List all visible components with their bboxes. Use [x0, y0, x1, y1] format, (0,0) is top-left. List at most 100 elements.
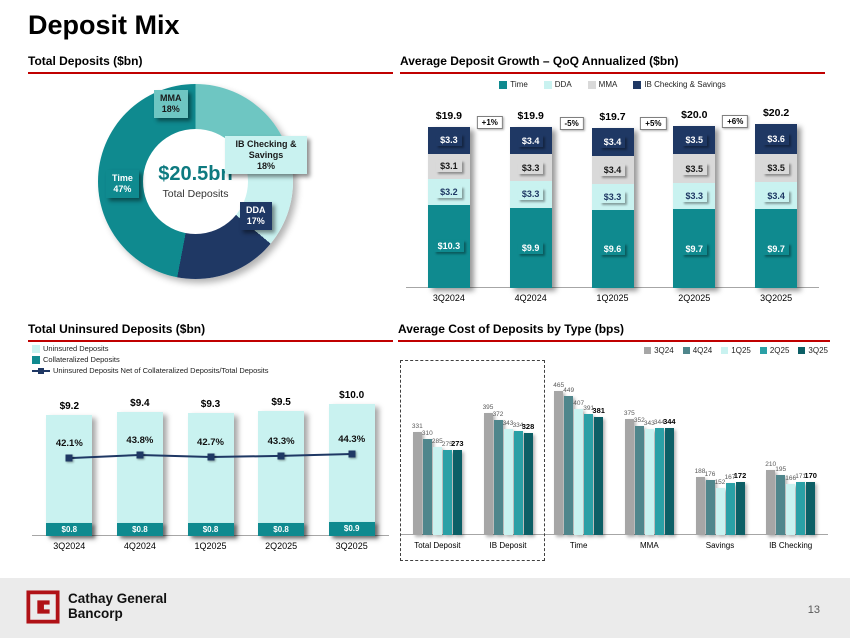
line-marker: [348, 450, 356, 458]
collateralized-bar: $0.8: [258, 523, 305, 536]
donut-segment-label: MMA 18%: [154, 90, 188, 118]
line-marker: [136, 451, 144, 459]
bar-value-label: $9.3: [200, 399, 221, 411]
line-value-label: 43.8%: [126, 434, 154, 446]
cost-value-label: 285: [431, 437, 443, 445]
donut-center-value: $20.5bn: [158, 163, 233, 185]
cost-value-label: 328: [521, 422, 535, 432]
donut-segment-label: DDA 17%: [240, 202, 272, 230]
legend-swatch: [798, 347, 806, 354]
x-axis-label: 2Q2025: [265, 541, 298, 551]
cost-bar: [412, 432, 422, 535]
highlight-box: [400, 360, 546, 561]
segment-value-label: $3.3: [599, 190, 626, 203]
uninsured-bar: [46, 414, 93, 536]
bar-value-label: $9.4: [130, 397, 150, 409]
bar-total-label: $20.0: [681, 109, 708, 121]
segment-value-label: $3.4: [599, 136, 626, 149]
segment-name: MMA: [160, 93, 182, 103]
segment-value-label: $3.4: [599, 163, 626, 176]
cost-bar: [584, 413, 594, 535]
segment-value-label: $3.6: [763, 132, 789, 145]
segment-value-label: $3.3: [517, 188, 544, 201]
legend-item: MMA: [587, 80, 617, 89]
cost-bar: [432, 446, 442, 535]
legend-label: Time: [510, 80, 528, 89]
legend-label: 4Q24: [692, 346, 713, 355]
bar-segment: $3.1: [427, 153, 470, 179]
bar-segment: $9.6: [591, 210, 634, 288]
cost-bar: [664, 428, 674, 535]
segment-value-label: $3.4: [517, 134, 544, 147]
x-axis-label: 3Q2025: [760, 293, 793, 303]
bar-total-label: $20.2: [762, 107, 790, 120]
line-marker: [65, 454, 73, 462]
legend-swatch: [644, 347, 652, 354]
legend-label: IB Checking & Savings: [644, 80, 726, 89]
cost-value-label: 170: [804, 471, 817, 481]
bar-value-label: $9.5: [271, 396, 291, 408]
segment-percent: 18%: [161, 103, 180, 114]
bar-segment: $3.4: [755, 181, 798, 210]
cost-bar: [523, 433, 533, 535]
legend-item: IB Checking & Savings: [633, 80, 726, 89]
bar-segment: $3.3: [427, 126, 470, 154]
segment-percent: 47%: [113, 183, 132, 194]
x-axis-label: 4Q2024: [123, 541, 156, 551]
cost-bar: [493, 419, 503, 535]
bar-segment: $3.5: [673, 126, 716, 155]
cost-bar: [806, 482, 816, 535]
x-axis-label: 1Q2025: [194, 541, 227, 551]
bar-segment: $3.3: [591, 183, 634, 211]
cost-value-label: 375: [623, 409, 635, 417]
segment-value-label: $9.7: [681, 242, 708, 255]
x-axis-label: 3Q2024: [53, 541, 86, 551]
cost-value-label: 343: [643, 419, 655, 427]
cost-bar: [634, 425, 644, 535]
cost-value-label: 407: [573, 399, 585, 407]
bar-total-label: $19.7: [599, 111, 626, 124]
x-axis-label: 2Q2025: [678, 293, 711, 303]
bar-value-label: $10.0: [339, 390, 365, 401]
x-axis-label: 3Q2025: [335, 541, 368, 551]
bar-segment: $3.2: [427, 178, 470, 205]
cost-value-label: 391: [583, 404, 595, 412]
stacked-bar: $9.7 $3.3 $3.5 $3.5: [673, 126, 716, 288]
uninsured-bar: [328, 404, 375, 536]
cost-bar: [452, 450, 462, 535]
segment-value-label: $3.5: [763, 161, 789, 174]
growth-badge: +1%: [476, 115, 503, 129]
x-axis-label: Total Deposit: [414, 541, 461, 550]
x-axis-label: 1Q2025: [596, 293, 629, 303]
cost-value-label: 449: [563, 386, 575, 394]
panel-uninsured-deposits: Total Uninsured Deposits ($bn) Uninsured…: [28, 322, 393, 564]
collateralized-bar: $0.8: [116, 523, 163, 536]
legend-item: 3Q25: [798, 346, 828, 355]
bar-segment: $3.4: [591, 128, 634, 156]
donut-center-label: Total Deposits: [162, 188, 229, 200]
cost-bar: [503, 428, 513, 535]
page-number: 13: [807, 604, 820, 616]
segment-value-label: $3.3: [681, 190, 708, 203]
cost-value-label: 381: [592, 405, 605, 415]
cost-bar: [644, 428, 654, 535]
segment-value-label: $3.4: [763, 189, 789, 202]
x-axis-line: [400, 534, 828, 535]
collateralized-bar: $0.8: [187, 523, 234, 536]
cost-bar: [564, 395, 574, 535]
bar-segment: $3.3: [673, 182, 716, 210]
cost-bar: [654, 428, 664, 535]
cost-bar: [796, 482, 806, 535]
segment-value-label: $3.5: [681, 162, 708, 175]
cost-bar: [554, 390, 564, 535]
segment-name: IB Checking & Savings: [235, 139, 297, 160]
stacked-bar-chart: $10.3 $3.2 $3.1 $3.3 $19.9 3Q2024 $9.9 $3.3 $3.3…: [406, 100, 819, 303]
company-name-line1: Cathay General: [68, 591, 168, 607]
legend-swatch: [543, 80, 552, 89]
cost-bar: [624, 418, 634, 535]
line-value-label: 43.3%: [267, 435, 295, 447]
page-title: Deposit Mix: [28, 10, 180, 40]
segment-percent: 18%: [256, 160, 275, 171]
bar-total-label: $19.9: [517, 109, 544, 122]
legend-label: 3Q25: [808, 346, 828, 355]
